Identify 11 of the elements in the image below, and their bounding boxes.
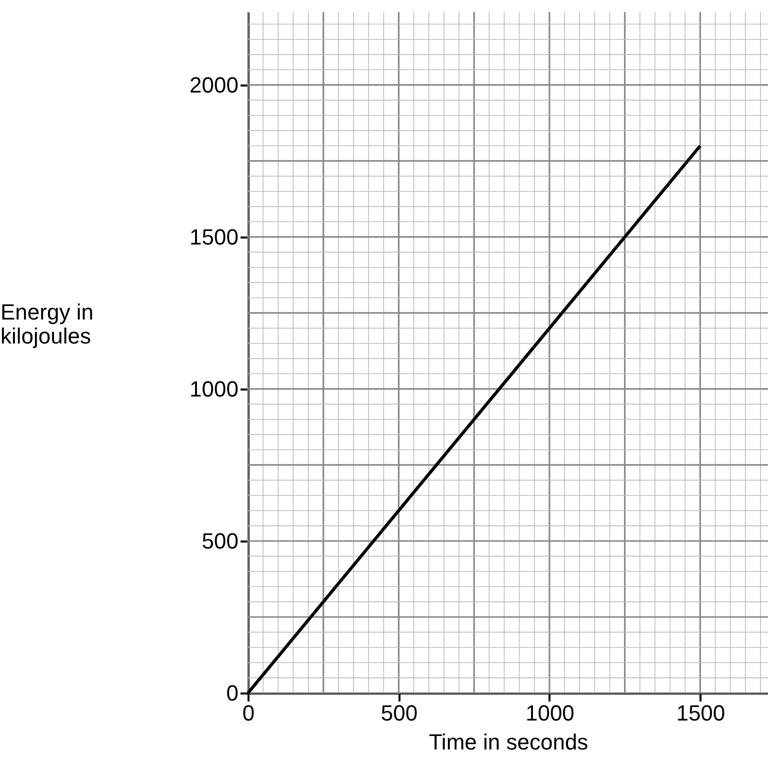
y-tick-label: 2000 xyxy=(190,72,238,98)
y-tick-label: 500 xyxy=(202,528,238,554)
y-tick-label: 0 xyxy=(226,680,238,706)
y-tick-label: 1000 xyxy=(190,376,238,402)
x-tick-label: 1000 xyxy=(525,700,574,726)
y-tick-label: 1500 xyxy=(190,224,238,250)
x-tick-label: 500 xyxy=(380,700,418,726)
x-tick-label: 1500 xyxy=(676,700,726,726)
y-axis-title: Energy in kilojoules xyxy=(0,300,94,348)
x-tick-label: 0 xyxy=(242,700,255,726)
x-axis-title: Time in seconds xyxy=(428,730,588,754)
